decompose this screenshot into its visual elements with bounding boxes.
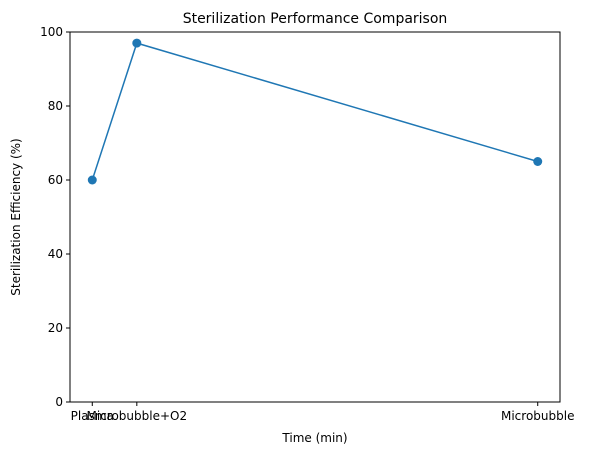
x-tick-label: Microbubble [501,409,574,423]
y-tick-label: 100 [40,25,63,39]
x-tick-label: Plasma [71,409,114,423]
plot-area [69,31,561,403]
y-tick-label: 80 [48,99,63,113]
y-axis-label: Sterilization Efficiency (%) [9,138,23,295]
data-point [533,157,543,166]
chart-title: Sterilization Performance Comparison [183,11,448,27]
x-axis-label: Time (min) [281,431,347,445]
series-line-group [87,38,543,185]
series-line [91,42,538,181]
y-tick-label: 0 [55,395,63,409]
data-point [87,175,97,185]
y-tick-label: 40 [48,247,63,261]
data-point [132,38,142,48]
plot-frame [69,31,561,403]
y-tick-label: 20 [48,321,63,335]
x-tick-label: Microbubble+O2 [87,409,188,423]
y-axis-ticks: 0 20 40 60 80 100 [40,25,70,409]
y-tick-label: 60 [48,173,63,187]
